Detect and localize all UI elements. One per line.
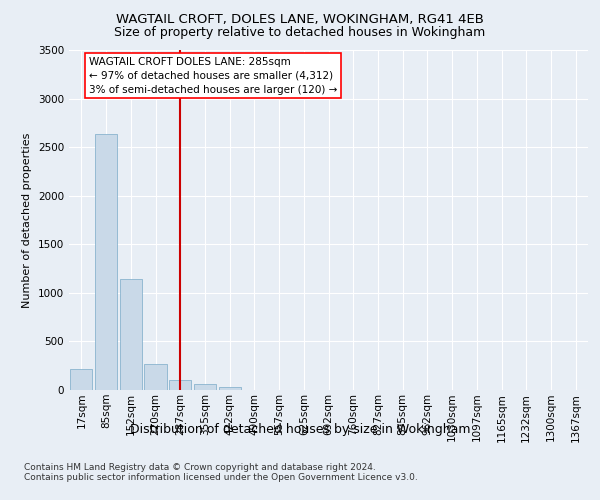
Text: Size of property relative to detached houses in Wokingham: Size of property relative to detached ho… [115, 26, 485, 39]
Text: WAGTAIL CROFT, DOLES LANE, WOKINGHAM, RG41 4EB: WAGTAIL CROFT, DOLES LANE, WOKINGHAM, RG… [116, 12, 484, 26]
Bar [95, 134, 117, 390]
Text: Distribution of detached houses by size in Wokingham: Distribution of detached houses by size … [130, 422, 470, 436]
Bar [169, 380, 191, 390]
Bar [218, 386, 241, 390]
Bar [70, 368, 92, 390]
Y-axis label: Number of detached properties: Number of detached properties [22, 132, 32, 308]
Bar [194, 384, 216, 390]
Text: WAGTAIL CROFT DOLES LANE: 285sqm
← 97% of detached houses are smaller (4,312)
3%: WAGTAIL CROFT DOLES LANE: 285sqm ← 97% o… [89, 57, 337, 95]
Bar [145, 364, 167, 390]
Bar [119, 280, 142, 390]
Text: Contains HM Land Registry data © Crown copyright and database right 2024.
Contai: Contains HM Land Registry data © Crown c… [24, 462, 418, 482]
